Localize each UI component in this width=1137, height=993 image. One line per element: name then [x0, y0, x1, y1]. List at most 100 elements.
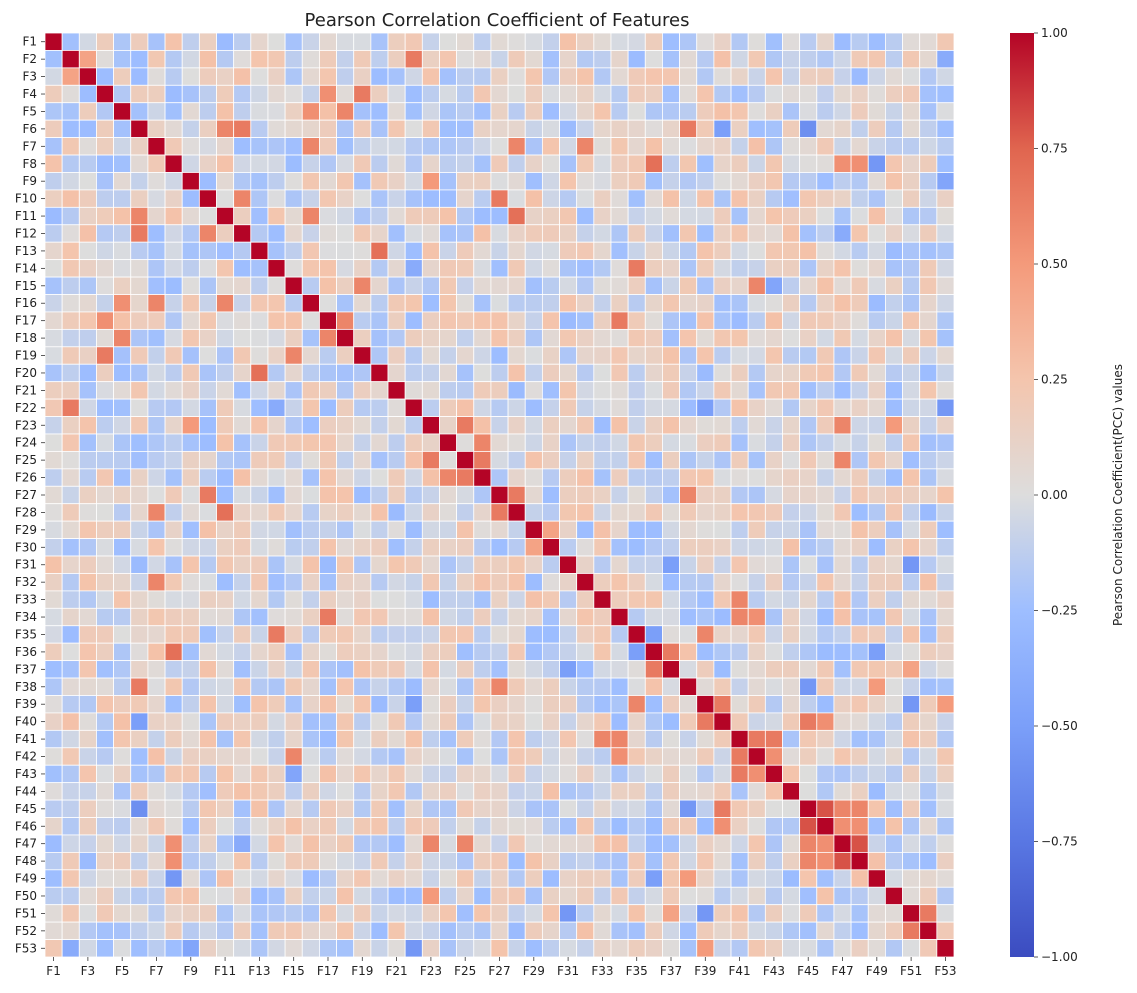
heatmap-cell	[764, 381, 783, 400]
heatmap-cell	[559, 869, 578, 888]
heatmap-cell	[421, 852, 440, 871]
heatmap-cell	[885, 764, 903, 784]
heatmap-cell	[473, 451, 492, 470]
heatmap-cell	[216, 886, 235, 906]
heatmap-cell	[96, 834, 114, 853]
heatmap-cell	[490, 224, 509, 243]
heatmap-cell	[181, 834, 200, 853]
heatmap-cell	[353, 84, 372, 104]
heatmap-cell	[902, 712, 921, 731]
heatmap-cell	[353, 67, 372, 86]
heatmap-cell	[610, 241, 629, 261]
heatmap-cell	[147, 782, 166, 801]
heatmap-cell	[713, 625, 732, 644]
heatmap-cell	[713, 642, 732, 662]
heatmap-cell	[627, 799, 646, 818]
heatmap-cell	[524, 642, 543, 662]
heatmap-cell	[850, 712, 869, 731]
heatmap-cell	[816, 625, 835, 644]
heatmap-cell	[524, 189, 543, 208]
heatmap-cell	[507, 747, 526, 766]
heatmap-cell	[919, 84, 938, 104]
heatmap-cell	[850, 102, 869, 121]
heatmap-cell	[541, 294, 560, 313]
heatmap-cell	[850, 294, 869, 313]
heatmap-cell	[284, 381, 303, 400]
heatmap-cell	[524, 259, 543, 278]
heatmap-cell	[439, 625, 458, 644]
heatmap-cell	[370, 433, 389, 452]
heatmap-cell	[198, 729, 217, 749]
heatmap-cell	[147, 224, 166, 243]
heatmap-cell	[250, 485, 269, 505]
heatmap-cell	[44, 642, 63, 662]
heatmap-cell	[301, 852, 320, 871]
heatmap-cell	[936, 32, 955, 51]
heatmap-cell	[576, 259, 595, 278]
heatmap-cell	[301, 817, 320, 836]
heatmap-cell	[164, 346, 183, 365]
heatmap-cell	[233, 852, 252, 871]
heatmap-cell	[353, 538, 372, 557]
heatmap-cell	[370, 119, 389, 138]
heatmap-cell	[113, 433, 132, 452]
heatmap-cell	[44, 660, 63, 679]
heatmap-cell	[593, 137, 612, 156]
heatmap-cell	[147, 660, 166, 679]
heatmap-cell	[644, 677, 663, 696]
heatmap-cell	[130, 712, 149, 731]
heatmap-cell	[902, 555, 921, 574]
heatmap-cell	[816, 398, 835, 417]
heatmap-cell	[164, 67, 183, 86]
heatmap-cell	[662, 50, 680, 69]
heatmap-cell	[61, 67, 80, 86]
y-tick-label: F33	[15, 593, 37, 607]
heatmap-cell	[867, 451, 886, 470]
heatmap-cell	[919, 642, 938, 662]
heatmap-cell	[267, 206, 286, 226]
heatmap-cell	[164, 102, 183, 121]
heatmap-cell	[902, 660, 921, 679]
x-tick-label: F19	[351, 964, 373, 978]
heatmap-cell	[319, 241, 337, 261]
heatmap-cell	[867, 485, 886, 505]
heatmap-cell	[559, 782, 578, 801]
heatmap-cell	[885, 555, 903, 574]
heatmap-cell	[747, 939, 766, 958]
y-tick-label: F49	[15, 872, 37, 886]
y-tick-label: F42	[15, 750, 37, 764]
heatmap-cell	[387, 32, 406, 51]
heatmap-cell	[867, 677, 886, 696]
heatmap-cell	[250, 154, 269, 173]
heatmap-cell	[644, 555, 663, 574]
heatmap-cell	[730, 538, 749, 557]
heatmap-cell	[456, 590, 475, 609]
y-tick-label: F37	[15, 662, 37, 676]
heatmap-cell	[799, 328, 818, 348]
heatmap-cell	[44, 206, 63, 226]
heatmap-cell	[713, 102, 732, 121]
heatmap-cell	[867, 311, 886, 330]
heatmap-cell	[833, 259, 852, 278]
heatmap-cell	[439, 677, 458, 696]
heatmap-cell	[421, 311, 440, 330]
heatmap-cell	[919, 712, 938, 731]
heatmap-cell	[936, 886, 955, 906]
y-tick-label: F34	[15, 610, 37, 624]
heatmap-cell	[284, 607, 303, 627]
heatmap-cell	[541, 782, 560, 801]
heatmap-cell	[456, 817, 475, 836]
heatmap-cell	[713, 398, 732, 417]
heatmap-cell	[404, 799, 423, 818]
heatmap-cell	[336, 328, 355, 348]
heatmap-cell	[61, 607, 80, 627]
heatmap-cell	[919, 904, 938, 923]
heatmap-cell	[541, 625, 560, 644]
heatmap-cell	[370, 154, 389, 173]
heatmap-cell	[524, 468, 543, 487]
heatmap-cell	[130, 468, 149, 487]
heatmap-cell	[198, 660, 217, 679]
heatmap-cell	[850, 363, 869, 383]
heatmap-cell	[610, 886, 629, 906]
heatmap-cell	[782, 294, 801, 313]
